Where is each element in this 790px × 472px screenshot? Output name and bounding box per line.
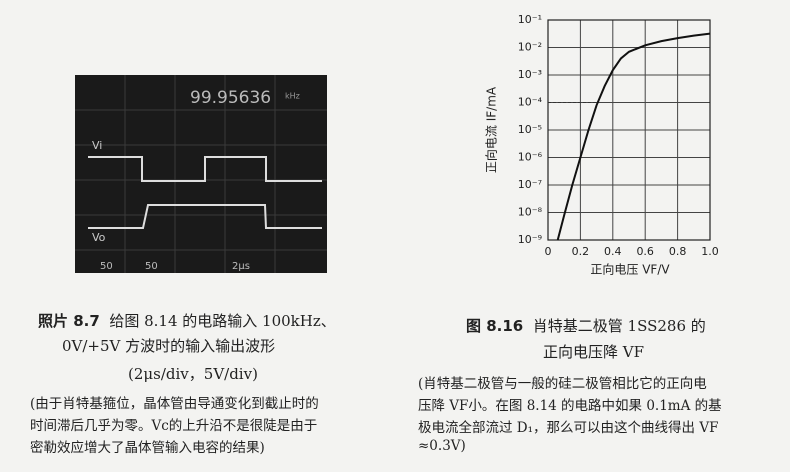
caption-number: 图 8.16: [466, 317, 524, 335]
caption-line: 给图 8.14 的电路输入 100kHz、: [109, 312, 336, 330]
input-waveform: [88, 156, 322, 182]
y-tick-label: 10⁻²: [518, 41, 542, 54]
caption-line: 正向电压降 VF: [543, 343, 645, 361]
x-tick-label: 0.2: [572, 245, 590, 258]
x-axis-label: 正向电压 VF/V: [590, 262, 670, 277]
figures: 99.95636 kHz Vi Vo 50 50 2μs 正向电压 VF/V 正…: [75, 13, 719, 277]
y-tick-label: 10⁻⁵: [518, 123, 542, 136]
x-tick-label: 0.4: [604, 245, 622, 258]
oscilloscope-screen: [75, 75, 327, 273]
y-tick-label: 10⁻⁶: [518, 151, 543, 164]
caption-line: 0V/+5V 方波时的输入输出波形: [62, 337, 276, 355]
chart-caption: 图 8.16 肖特基二极管 1SS286 的: [466, 315, 706, 336]
x-tick-label: 0.6: [636, 245, 654, 258]
y-tick-label: 10⁻¹: [518, 13, 542, 26]
note-line: 时间滞后几乎为零。Vc的上升沿不是很陡是由于: [30, 418, 318, 434]
scale-label: 50: [145, 261, 158, 272]
output-waveform: [88, 204, 322, 229]
photo-caption: 照片 8.7 给图 8.14 的电路输入 100kHz、: [38, 310, 336, 331]
curve: [556, 32, 711, 241]
readout-unit: kHz: [285, 92, 300, 101]
note-line: ≈0.3V): [418, 438, 466, 454]
readout: 99.95636: [190, 88, 271, 108]
y-tick-label: 10⁻⁹: [518, 233, 542, 246]
note-line: 压降 VF小。在图 8.14 的电路中如果 0.1mA 的基: [418, 398, 722, 414]
vi-label: Vi: [92, 139, 102, 152]
caption-number: 照片 8.7: [38, 312, 100, 330]
y-tick-label: 10⁻⁷: [518, 178, 542, 191]
plot-frame: [547, 19, 711, 241]
caption-line: (2μs/div，5V/div): [128, 365, 258, 383]
x-tick-label: 1.0: [701, 245, 719, 258]
vo-label: Vo: [92, 231, 106, 244]
scale-label: 2μs: [232, 261, 250, 272]
x-tick-label: 0.8: [669, 245, 687, 258]
note-line: (肖特基二极管与一般的硅二极管相比它的正向电: [418, 376, 707, 392]
note-line: 极电流全部流过 D₁，那么可以由这个曲线得出 VF: [418, 420, 719, 436]
note-line: 密勒效应增大了晶体管输入电容的结果): [30, 440, 265, 456]
y-tick-label: 10⁻⁴: [518, 96, 543, 109]
caption-line: 肖特基二极管 1SS286 的: [532, 317, 706, 335]
scale-label: 50: [100, 261, 113, 272]
x-tick-label: 0: [545, 245, 552, 258]
y-tick-label: 10⁻⁸: [518, 206, 543, 219]
note-line: (由于肖特基箍位，晶体管由导通变化到截止时的: [30, 396, 319, 412]
y-axis-label: 正向电流 IF/mA: [484, 86, 499, 173]
y-tick-label: 10⁻³: [518, 68, 542, 81]
